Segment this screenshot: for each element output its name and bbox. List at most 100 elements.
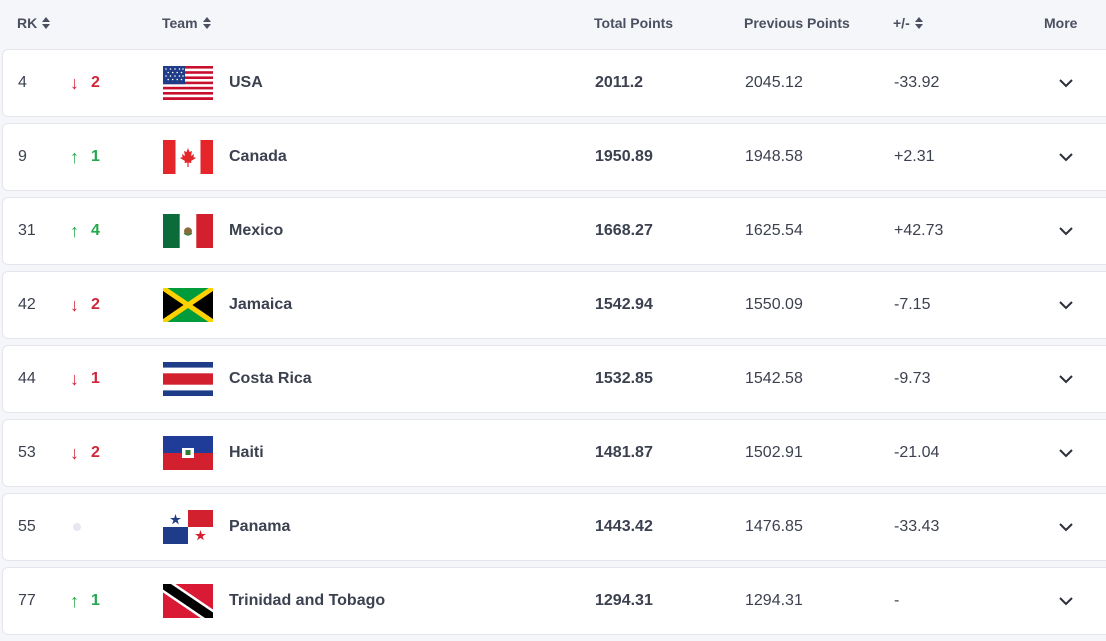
expand-row-button[interactable]	[1059, 568, 1073, 634]
table-row[interactable]: 9 ↑ 1 Canada 1950.89 1948.58 +2.31	[2, 123, 1106, 191]
rank-header-label: RK	[17, 15, 38, 31]
team-name[interactable]: Costa Rica	[229, 370, 312, 387]
arrow-up-icon: ↑	[70, 147, 79, 167]
chevron-down-icon[interactable]	[1059, 226, 1073, 236]
expand-row-button[interactable]	[1059, 494, 1073, 560]
table-row[interactable]: 42 ↓ 2 Jamaica 1542.94 1550.09 -7.15	[2, 271, 1106, 339]
movement-value: 1	[91, 148, 100, 165]
rank-value: 77	[18, 592, 36, 609]
team-name[interactable]: Canada	[229, 148, 287, 165]
rank-movement	[70, 494, 81, 560]
previous-points: 1542.58	[745, 370, 803, 387]
previous-points: 2045.12	[745, 74, 803, 91]
previous-header-label: Previous Points	[744, 15, 850, 31]
flag-costa-rica	[163, 362, 213, 396]
rank-value: 9	[18, 148, 27, 165]
previous-points: 1502.91	[745, 444, 803, 461]
table-row[interactable]: 4 ↓ 2 U	[2, 49, 1106, 117]
team-name[interactable]: Jamaica	[229, 296, 293, 313]
team-header-label: Team	[162, 15, 198, 31]
points-diff: -	[894, 592, 900, 609]
total-points: 1481.87	[595, 444, 653, 461]
points-diff: -7.15	[894, 296, 931, 313]
movement-value: 4	[91, 222, 100, 239]
total-points: 1532.85	[595, 370, 653, 387]
previous-points-column-header: Previous Points	[744, 15, 850, 31]
arrow-up-icon: ↑	[70, 221, 79, 241]
points-diff: -33.92	[894, 74, 940, 91]
rank-movement: ↓ 2	[70, 272, 100, 338]
table-header: RK Team Total Points Previous Points +/-…	[0, 0, 1106, 44]
previous-points: 1550.09	[745, 296, 803, 313]
rank-movement: ↓ 2	[70, 50, 100, 116]
expand-row-button[interactable]	[1059, 198, 1073, 264]
flag-mexico	[163, 214, 213, 248]
expand-row-button[interactable]	[1059, 346, 1073, 412]
movement-value: 2	[91, 444, 100, 461]
more-column-header: More	[1044, 15, 1077, 31]
table-row[interactable]: 55 Panama 1443.42 1476.85 -33.43	[2, 493, 1106, 561]
team-name[interactable]: Trinidad and Tobago	[229, 592, 386, 609]
team-column-header[interactable]: Team	[162, 15, 211, 31]
rank-value: 42	[18, 296, 36, 313]
sort-icon[interactable]	[914, 17, 923, 29]
flag-canada	[163, 140, 213, 174]
sort-icon[interactable]	[202, 17, 211, 29]
arrow-down-icon: ↓	[70, 295, 79, 315]
team-name[interactable]: Haiti	[229, 444, 264, 461]
chevron-down-icon[interactable]	[1059, 522, 1073, 532]
rank-value: 4	[18, 74, 27, 91]
total-points: 1443.42	[595, 518, 653, 535]
arrow-up-icon: ↑	[70, 591, 79, 611]
total-points: 1950.89	[595, 148, 653, 165]
points-diff: -9.73	[894, 370, 931, 387]
rank-movement: ↑ 1	[70, 568, 100, 634]
previous-points: 1625.54	[745, 222, 803, 239]
rank-column-header[interactable]: RK	[17, 15, 51, 31]
expand-row-button[interactable]	[1059, 420, 1073, 486]
movement-value: 1	[91, 370, 100, 387]
total-points: 1668.27	[595, 222, 653, 239]
rank-movement: ↓ 2	[70, 420, 100, 486]
rank-value: 53	[18, 444, 36, 461]
rank-movement: ↑ 1	[70, 124, 100, 190]
table-row[interactable]: 44 ↓ 1 Costa Rica 1532.85 1542.58 -9.73	[2, 345, 1106, 413]
table-row[interactable]: 31 ↑ 4 Mexico 1668.27 1625.54 +42.73	[2, 197, 1106, 265]
team-name[interactable]: Panama	[229, 518, 291, 535]
team-name[interactable]: USA	[229, 74, 263, 91]
points-diff: -33.43	[894, 518, 940, 535]
total-points: 1294.31	[595, 592, 653, 609]
chevron-down-icon[interactable]	[1059, 596, 1073, 606]
chevron-down-icon[interactable]	[1059, 300, 1073, 310]
flag-trinidad-and-tobago	[163, 584, 213, 618]
chevron-down-icon[interactable]	[1059, 78, 1073, 88]
movement-value: 2	[91, 74, 100, 91]
sort-icon[interactable]	[42, 17, 51, 29]
previous-points: 1294.31	[745, 592, 803, 609]
flag-panama	[163, 510, 213, 544]
diff-column-header[interactable]: +/-	[893, 15, 923, 31]
expand-row-button[interactable]	[1059, 50, 1073, 116]
expand-row-button[interactable]	[1059, 272, 1073, 338]
previous-points: 1476.85	[745, 518, 803, 535]
arrow-down-icon: ↓	[70, 369, 79, 389]
team-name[interactable]: Mexico	[229, 222, 284, 239]
flag-jamaica	[163, 288, 213, 322]
table-row[interactable]: 77 ↑ 1 Trinidad and Tobago 1294.31 1294.…	[2, 567, 1106, 635]
table-row[interactable]: 53 ↓ 2 Haiti 1481.87 1502.91 -21.04	[2, 419, 1106, 487]
previous-points: 1948.58	[745, 148, 803, 165]
flag-haiti	[163, 436, 213, 470]
chevron-down-icon[interactable]	[1059, 374, 1073, 384]
ranking-table: 4 ↓ 2 U	[2, 49, 1106, 641]
points-diff: +2.31	[894, 148, 935, 165]
rank-movement: ↑ 4	[70, 198, 100, 264]
chevron-down-icon[interactable]	[1059, 152, 1073, 162]
total-header-label: Total Points	[594, 15, 674, 31]
rank-value: 55	[18, 518, 36, 535]
rank-value: 31	[18, 222, 36, 239]
total-points: 1542.94	[595, 296, 653, 313]
diff-header-label: +/-	[893, 15, 910, 31]
no-change-dot-icon	[73, 523, 81, 531]
chevron-down-icon[interactable]	[1059, 448, 1073, 458]
expand-row-button[interactable]	[1059, 124, 1073, 190]
